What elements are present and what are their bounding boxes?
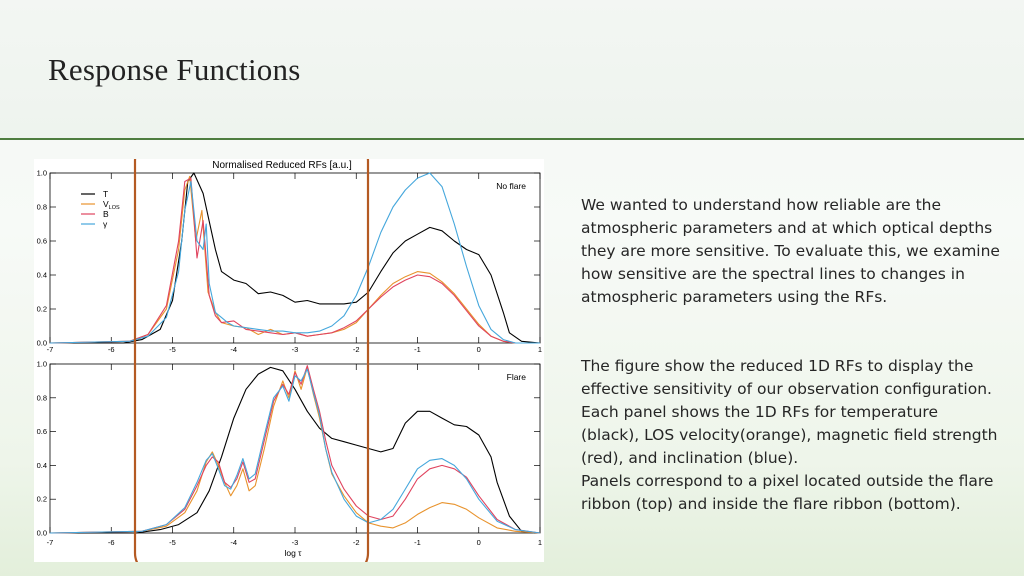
panel-label: No flare — [496, 181, 526, 191]
panel-flare: -7 -6 -5 -4 -3 -2 -1 0 1 0.0 0.2 0.4 0.6 0.8 1.0 Flare — [37, 360, 543, 548]
panel-no-flare: -7 -6 -5 -4 -3 -2 -1 0 1 0.0 0.2 0.4 0.6 0.8 1.0 No fla… — [37, 169, 543, 355]
legend-label: B — [103, 209, 109, 219]
x-tick-label: -2 — [353, 345, 360, 354]
header-band — [0, 0, 1024, 138]
title-divider — [0, 138, 1024, 140]
series-line-b — [49, 177, 540, 344]
y-tick-label: 0.0 — [37, 529, 47, 538]
y-tick-label: 0.6 — [37, 427, 47, 436]
series-line- — [49, 368, 541, 534]
paragraph-2-text-a: The figure show the reduced 1D RFs to di… — [581, 357, 998, 467]
depth-range-highlight — [133, 159, 370, 562]
description-paragraph-2: The figure show the reduced 1D RFs to di… — [581, 355, 1001, 516]
x-tick-label: -7 — [47, 538, 54, 547]
y-tick-label: 0.2 — [37, 495, 47, 504]
paragraph-1-text: We wanted to understand how reliable are… — [581, 196, 1000, 306]
series-line-vlos — [49, 175, 540, 344]
y-tick-label: 0.6 — [37, 237, 47, 246]
x-tick-label: 1 — [538, 345, 542, 354]
x-tick-label: -5 — [169, 538, 176, 547]
x-tick-label: -5 — [169, 345, 176, 354]
response-functions-chart: Normalised Reduced RFs [a.u.] -7 -6 -5 -4 -3… — [37, 159, 543, 562]
x-tick-label: -1 — [414, 538, 421, 547]
series-line-vlos — [49, 366, 541, 534]
y-tick-label: 1.0 — [37, 360, 47, 369]
slide-title: Response Functions — [48, 52, 301, 87]
paragraph-2-text-b: Panels correspond to a pixel located out… — [581, 472, 994, 513]
x-tick-label: 1 — [538, 538, 542, 547]
x-tick-label: -6 — [108, 538, 115, 547]
x-tick-label: -4 — [230, 345, 237, 354]
series-line-t — [50, 172, 541, 344]
series-line- — [49, 172, 540, 344]
y-tick-label: 0.8 — [37, 203, 47, 212]
y-tick-label: 0.4 — [37, 271, 47, 280]
panel-label: Flare — [507, 372, 527, 382]
x-tick-label: -3 — [292, 538, 299, 547]
x-tick-label: -1 — [414, 345, 421, 354]
x-tick-label: 0 — [477, 345, 481, 354]
response-functions-figure: Normalised Reduced RFs [a.u.] -7 -6 -5 -4 -3… — [34, 159, 544, 562]
x-tick-label: -4 — [230, 538, 237, 547]
x-tick-label: -7 — [47, 345, 54, 354]
x-tick-label: -3 — [292, 345, 299, 354]
figure-title: Normalised Reduced RFs [a.u.] — [212, 160, 352, 171]
y-tick-label: 0.2 — [37, 305, 47, 314]
plot-frame — [49, 172, 541, 344]
x-tick-label: -6 — [108, 345, 115, 354]
legend-label: γ — [103, 219, 108, 229]
x-axis-label: log τ — [284, 548, 302, 558]
y-tick-label: 0.4 — [37, 461, 47, 470]
y-tick-label: 0.0 — [37, 339, 47, 348]
description-paragraph-1: We wanted to understand how reliable are… — [581, 194, 1001, 309]
series-line-t — [50, 366, 541, 534]
x-tick-label: -2 — [353, 538, 360, 547]
y-tick-label: 1.0 — [37, 169, 47, 178]
x-tick-label: 0 — [477, 538, 481, 547]
y-tick-label: 0.8 — [37, 393, 47, 402]
legend-label: T — [103, 189, 108, 199]
series-line-b — [49, 365, 541, 534]
